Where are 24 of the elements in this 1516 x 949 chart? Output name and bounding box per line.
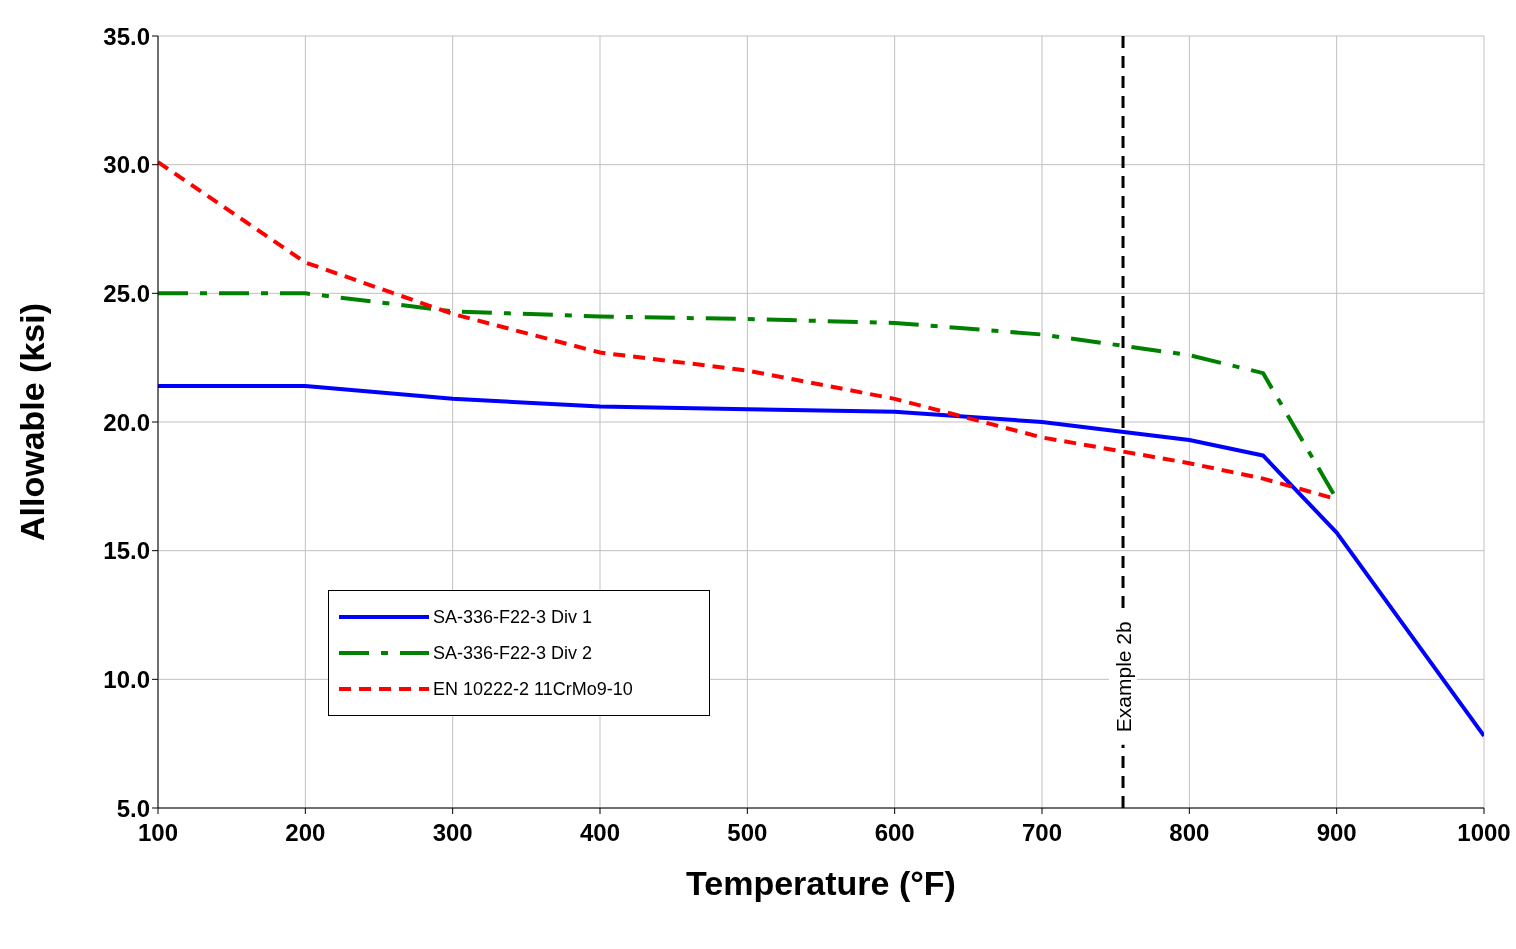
line-series bbox=[158, 383, 1484, 738]
y-tick-label: 30.0 bbox=[103, 151, 150, 179]
y-tick-label: 25.0 bbox=[103, 279, 150, 307]
y-axis-title: Allowable (ksi) bbox=[13, 302, 52, 542]
y-tick-label: 35.0 bbox=[103, 22, 150, 50]
y-tick-label: 10.0 bbox=[103, 665, 150, 693]
y-tick-label: 15.0 bbox=[103, 537, 150, 565]
legend-label: SA-336-F22-3 Div 2 bbox=[433, 642, 593, 664]
x-tick-label: 300 bbox=[432, 819, 473, 847]
x-tick-label: 600 bbox=[874, 819, 915, 847]
x-tick-label: 900 bbox=[1316, 819, 1357, 847]
y-tick-label: 20.0 bbox=[103, 408, 150, 436]
x-tick-label: 400 bbox=[579, 819, 621, 847]
y-tick-label: 5.0 bbox=[116, 794, 150, 822]
legend-label: EN 10222-2 11CrMo9-10 bbox=[433, 678, 633, 700]
legend-label: SA-336-F22-3 Div 1 bbox=[433, 606, 593, 628]
x-tick-label: 100 bbox=[137, 819, 179, 847]
x-tick-label: 200 bbox=[285, 819, 326, 847]
x-tick-label: 700 bbox=[1021, 819, 1063, 847]
x-tick-label: 500 bbox=[727, 819, 768, 847]
ref-line-label: Example 2b bbox=[1111, 621, 1135, 733]
x-axis-title: Temperature (°F) bbox=[686, 864, 956, 902]
x-tick-label: 800 bbox=[1169, 819, 1210, 847]
x-tick-label: 1000 bbox=[1457, 819, 1511, 847]
